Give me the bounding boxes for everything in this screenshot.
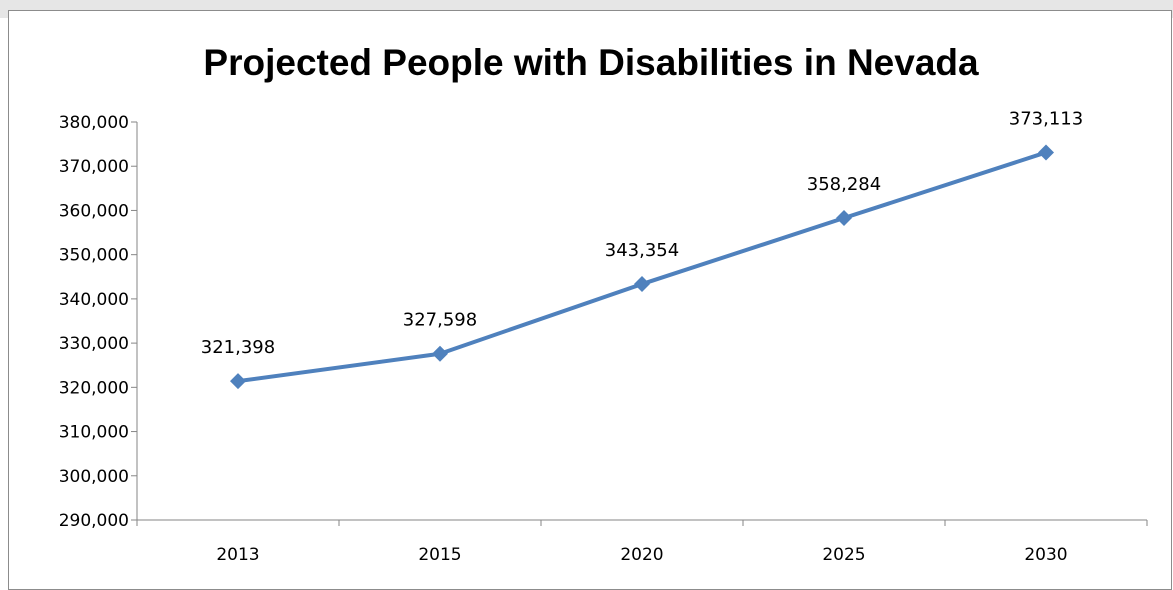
x-tick-label: 2030 <box>1024 545 1067 565</box>
y-tick-label: 340,000 <box>59 290 129 310</box>
y-tick-label: 360,000 <box>59 201 129 221</box>
data-label: 321,398 <box>201 337 275 358</box>
x-tick-label: 2013 <box>216 545 259 565</box>
chart-title: Projected People with Disabilities in Ne… <box>203 42 979 83</box>
y-tick-label: 330,000 <box>59 334 129 354</box>
y-tick-label: 300,000 <box>59 467 129 487</box>
data-point-marker <box>634 276 650 293</box>
data-point-marker <box>432 345 448 362</box>
data-point-marker <box>836 210 852 227</box>
data-label: 327,598 <box>403 310 477 331</box>
data-label: 358,284 <box>807 174 881 195</box>
series-line <box>236 150 1048 384</box>
data-point-marker <box>230 373 246 390</box>
y-tick-label: 320,000 <box>59 378 129 398</box>
x-tick-label: 2015 <box>418 545 461 565</box>
chart-plot-area: 321,398 327,598 343,354 358,284 373,113 <box>201 108 1083 390</box>
data-label: 373,113 <box>1009 108 1083 129</box>
x-tick-label: 2025 <box>822 545 865 565</box>
y-tick-label: 290,000 <box>59 511 129 531</box>
y-tick-label: 350,000 <box>59 246 129 266</box>
data-point-marker <box>1038 144 1054 161</box>
x-tick-label: 2020 <box>620 545 663 565</box>
y-tick-label: 310,000 <box>59 423 129 443</box>
y-tick-label: 380,000 <box>59 113 129 133</box>
y-tick-label: 370,000 <box>59 157 129 177</box>
chart-axes: 290,000 300,000 310,000 320,000 330,000 340,0… <box>59 113 1148 565</box>
data-label: 343,354 <box>605 240 679 261</box>
